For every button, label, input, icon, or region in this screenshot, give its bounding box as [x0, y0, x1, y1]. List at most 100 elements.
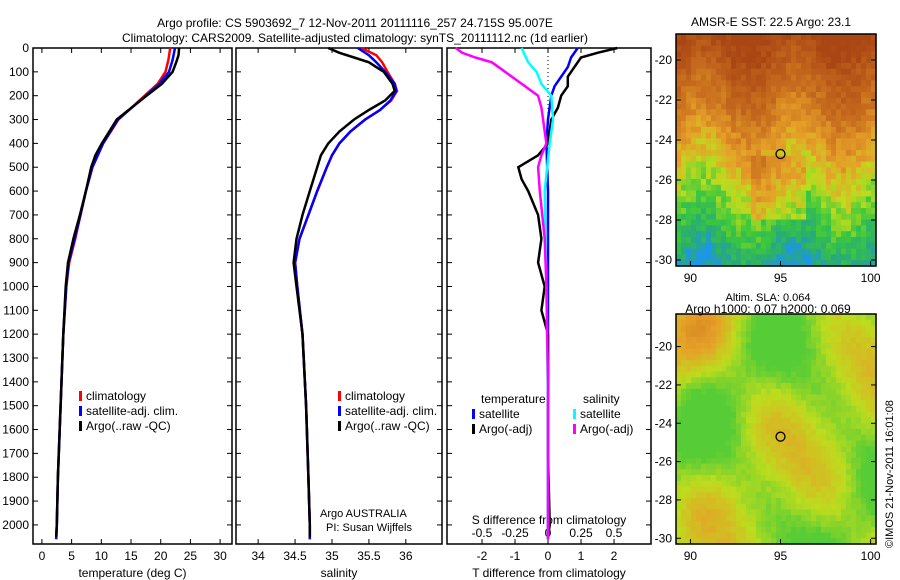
x2-tick-label: 0.25 [569, 526, 593, 540]
x-tick-label: 35.5 [357, 549, 381, 563]
y-tick-label: -30 [655, 253, 673, 267]
y-tick-label: 1300 [2, 351, 29, 365]
y-tick-label: 1100 [3, 303, 29, 317]
legend-swatch [79, 406, 82, 416]
series-line [454, 46, 550, 540]
legend-label: Argo(..raw -QC) [86, 419, 171, 433]
argo-org-label: Argo AUSTRALIA [320, 508, 407, 520]
legend-label: satellite-adj. clim. [86, 404, 178, 418]
x-tick-label: 90 [684, 549, 698, 563]
y-tick-label: 1000 [2, 279, 29, 293]
legend-swatch [472, 409, 475, 419]
legend-title: salinity [583, 392, 620, 406]
x-tick-label: 15 [124, 549, 138, 563]
legend-label: climatology [345, 389, 405, 403]
series-line [292, 46, 397, 537]
y-tick-label: -28 [655, 213, 673, 227]
legend-swatch [338, 421, 341, 431]
y-tick-label: 1700 [2, 446, 29, 460]
map-frame [675, 313, 877, 545]
y-tick-label: -22 [655, 93, 673, 107]
plot-frame [235, 47, 443, 545]
x-tick-label: 95 [774, 549, 788, 563]
legend-swatch [472, 424, 475, 434]
difference-panel: -2 -1 0 1 2 T difference from climatology -0.5… [446, 46, 652, 580]
y-tick-label: 2000 [2, 518, 29, 532]
map-subtitle: Argo h1000: 0.07 h2000: 0.069 [685, 302, 851, 316]
x-tick-label: 0 [545, 549, 552, 563]
legend-swatch [338, 391, 341, 401]
x-tick-label: 20 [154, 549, 168, 563]
x-axis-label: temperature (deg C) [78, 566, 186, 580]
x-tick-label: 34 [251, 549, 265, 563]
x-tick-label: 1 [578, 549, 585, 563]
x-axis-label: salinity [321, 566, 358, 580]
x-tick-label: -1 [510, 549, 521, 563]
title-line-1: Argo profile: CS 5903692_7 12-Nov-2011 2… [157, 16, 553, 30]
plot-frame [32, 47, 233, 545]
x-tick-label: 35 [325, 549, 339, 563]
x-tick-label: -2 [477, 549, 488, 563]
argo-pi-label: PI: Susan Wijffels [326, 522, 412, 534]
legend-swatch [79, 391, 82, 401]
y-tick-label: -30 [655, 531, 673, 545]
y-tick-label: -24 [655, 133, 673, 147]
y-tick-label: -28 [655, 493, 673, 507]
salinity-panel: 34 34.5 35 35.5 36 salinity climatologysatelli… [235, 46, 443, 580]
y-tick-label: 900 [9, 256, 29, 270]
y-tick-label: 1800 [2, 470, 29, 484]
y-tick-label: 1500 [2, 399, 29, 413]
y-tick-label: -26 [655, 455, 673, 469]
temperature-panel: 0 5 10 15 20 25 30 temperature (deg C) 0 100 200 30… [2, 41, 233, 580]
map-title: Altim. SLA: 0.064 [726, 292, 811, 304]
legend-swatch [573, 424, 576, 434]
y-tick-label: 1600 [2, 423, 29, 437]
plot-frame [446, 47, 652, 545]
y-tick-label: 1400 [2, 375, 29, 389]
legend-swatch [573, 409, 576, 419]
legend-label: satellite [580, 407, 621, 421]
y-tick-label: -20 [655, 340, 673, 354]
sla-map-panel: 90 95 100 -20 -22 -24 -26 -28 -30 Altim. SLA: 0.0… [655, 292, 881, 563]
y-tick-label: 500 [9, 160, 29, 174]
x2-tick-label: -0.5 [472, 526, 493, 540]
y-tick-label: 600 [9, 184, 29, 198]
x-tick-label: 0 [39, 549, 46, 563]
x-tick-label: 34.5 [283, 549, 307, 563]
x-tick-label: 30 [213, 549, 227, 563]
legend-title: temperature [481, 392, 546, 406]
map-image [676, 34, 877, 267]
x-tick-label: 90 [684, 271, 698, 285]
series-line [54, 47, 172, 540]
x-tick-label: 25 [184, 549, 198, 563]
legend-label: satellite-adj. clim. [345, 404, 437, 418]
series-line [516, 46, 618, 537]
y-tick-label: -26 [655, 173, 673, 187]
legend-label: climatology [86, 389, 146, 403]
y-tick-label: 0 [22, 41, 29, 55]
x2-tick-label: 0.5 [606, 526, 623, 540]
y-tick-label: 800 [9, 232, 29, 246]
legend-swatch [79, 421, 82, 431]
x-tick-label: 2 [611, 549, 618, 563]
legend-label: Argo(-adj) [580, 422, 633, 436]
y-tick-label: -22 [655, 378, 673, 392]
map-frame [675, 33, 877, 267]
y-tick-label: 1200 [2, 327, 29, 341]
x-tick-label: 100 [861, 271, 881, 285]
x-tick-label: 100 [861, 549, 881, 563]
argo-location-marker [775, 148, 786, 160]
y-tick-label: 300 [9, 113, 29, 127]
series-line [54, 47, 181, 537]
y-tick-label: 700 [9, 208, 29, 222]
y-tick-label: 400 [9, 136, 29, 150]
title-line-2: Climatology: CARS2009. Satellite-adjuste… [122, 31, 588, 45]
x-tick-label: 95 [774, 271, 788, 285]
x-axis-label: T difference from climatology [472, 566, 626, 580]
x2-tick-label: -0.25 [501, 526, 529, 540]
y-tick-label: 100 [9, 65, 29, 79]
sst-map-panel: 90 95 100 -20 -22 -24 -26 -28 -30 AMSR-E SST: 22.… [655, 15, 881, 285]
argo-location-marker [775, 431, 786, 442]
legend-swatch [338, 406, 341, 416]
